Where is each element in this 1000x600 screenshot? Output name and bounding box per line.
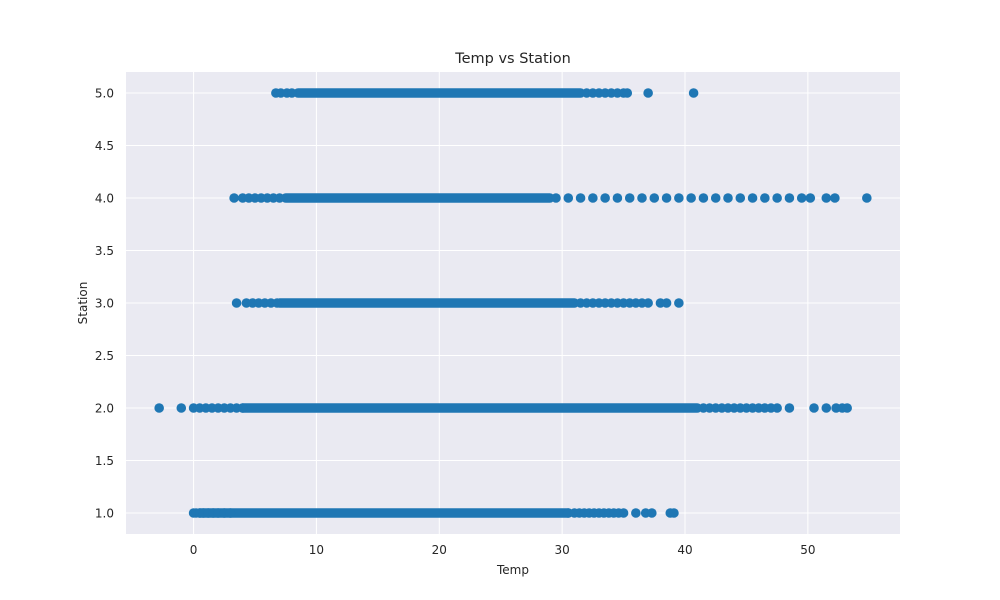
scatter-point xyxy=(674,193,684,203)
scatter-point xyxy=(637,193,647,203)
y-tick-label: 1.0 xyxy=(95,507,114,521)
scatter-point xyxy=(772,403,782,413)
scatter-point xyxy=(649,193,660,203)
y-tick-labels: 1.0 1.5 2.0 2.5 3.0 3.5 4.0 4.5 5.0 xyxy=(95,87,114,521)
scatter-point xyxy=(631,508,641,518)
scatter-point xyxy=(237,403,248,413)
scatter-point xyxy=(821,403,832,413)
scatter-point xyxy=(575,193,586,203)
scatter-point xyxy=(842,403,852,413)
x-tick-label: 0 xyxy=(190,543,198,557)
scatter-point xyxy=(551,193,561,203)
scatter-points xyxy=(154,88,872,518)
x-tick-label: 50 xyxy=(800,543,815,557)
scatter-point xyxy=(225,508,236,518)
scatter-point xyxy=(805,193,816,203)
scatter-point xyxy=(231,298,242,308)
scatter-point xyxy=(784,193,795,203)
scatter-dense-band xyxy=(280,193,555,203)
scatter-point xyxy=(747,193,758,203)
scatter-dense-band xyxy=(274,298,580,308)
scatter-point xyxy=(563,193,574,203)
scatter-point xyxy=(796,193,807,203)
scatter-point xyxy=(154,403,164,413)
scatter-point xyxy=(686,193,696,203)
scatter-point xyxy=(723,193,733,203)
x-tick-label: 30 xyxy=(555,543,570,557)
scatter-point xyxy=(612,193,623,203)
scatter-point xyxy=(287,88,297,98)
scatter-point xyxy=(784,403,795,413)
scatter-point xyxy=(622,88,633,98)
scatter-point xyxy=(674,298,684,308)
scatter-point xyxy=(274,193,285,203)
y-tick-label: 3.5 xyxy=(95,244,114,258)
scatter-point xyxy=(809,403,819,413)
scatter-point xyxy=(647,508,657,518)
scatter-point xyxy=(661,298,672,308)
scatter-point xyxy=(830,193,840,203)
scatter-point xyxy=(760,193,770,203)
y-tick-label: 4.5 xyxy=(95,139,114,153)
y-tick-label: 2.0 xyxy=(95,402,114,416)
y-tick-label: 4.0 xyxy=(95,192,114,206)
scatter-point xyxy=(229,193,239,203)
scatter-point xyxy=(272,298,282,308)
scatter-point xyxy=(661,193,672,203)
x-tick-label: 40 xyxy=(677,543,692,557)
scatter-point xyxy=(735,193,746,203)
scatter-point xyxy=(669,508,679,518)
y-tick-label: 5.0 xyxy=(95,87,114,101)
x-tick-label: 20 xyxy=(432,543,447,557)
scatter-point xyxy=(698,193,709,203)
scatter-dense-band xyxy=(293,88,586,98)
scatter-point xyxy=(643,298,653,308)
chart-title: Temp vs Station xyxy=(454,51,571,67)
scatter-dense-band xyxy=(237,403,703,413)
y-axis-label: Station xyxy=(76,282,90,325)
scatter-point xyxy=(624,193,635,203)
x-axis-label: Temp xyxy=(496,563,529,577)
scatter-point xyxy=(176,403,187,413)
scatter-point xyxy=(618,508,629,518)
scatter-point xyxy=(821,193,832,203)
scatter-point xyxy=(688,88,699,98)
scatter-dense-band xyxy=(194,508,574,518)
scatter-point xyxy=(643,88,653,98)
y-tick-label: 3.0 xyxy=(95,297,114,311)
x-tick-label: 10 xyxy=(309,543,324,557)
scatter-point xyxy=(710,193,721,203)
scatter-point xyxy=(588,193,598,203)
scatter-point xyxy=(862,193,872,203)
y-tick-label: 1.5 xyxy=(95,454,114,468)
y-tick-label: 2.5 xyxy=(95,349,114,363)
x-tick-labels: 0 10 20 30 40 50 xyxy=(190,543,816,557)
scatter-point xyxy=(772,193,782,203)
scatter-point xyxy=(600,193,610,203)
